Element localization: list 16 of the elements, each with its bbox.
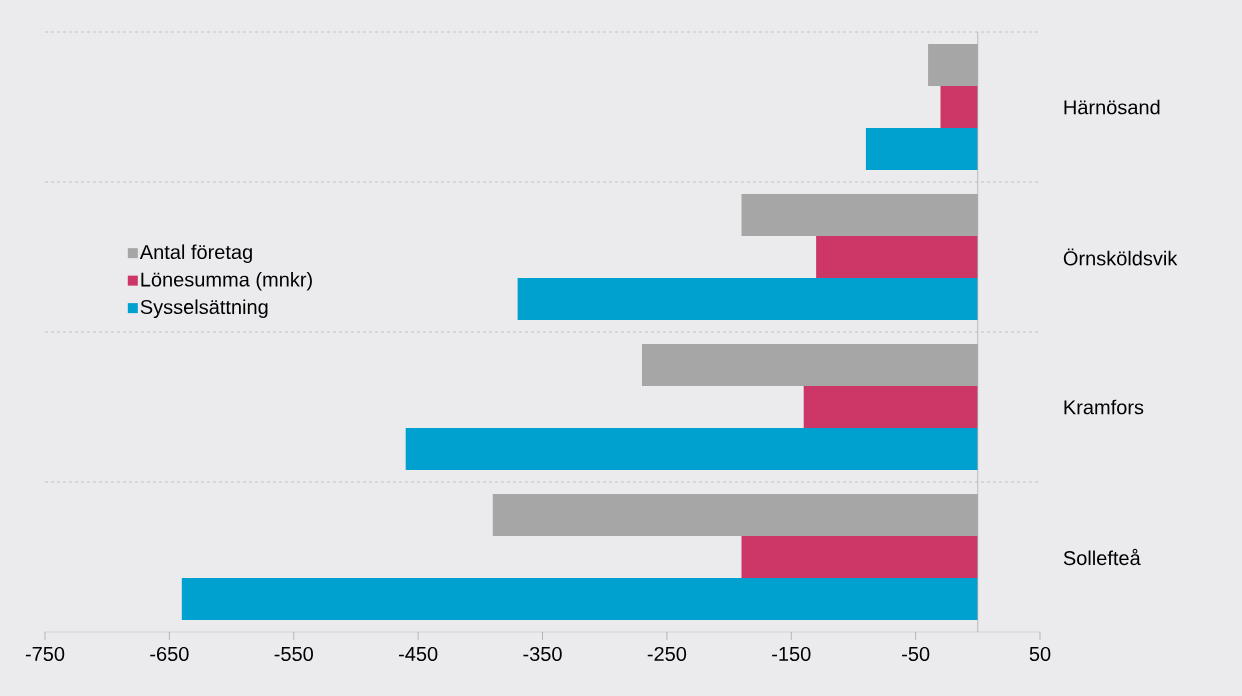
y-tick-label: Härnösand: [1064, 99, 1160, 115]
x-tick-label: -150: [772, 646, 811, 662]
x-tick-label: -550: [274, 646, 313, 662]
legend-label: Lönesumma (mnkr): [141, 271, 312, 291]
y-tick-label: Örnsköldsvik: [1063, 248, 1178, 266]
x-tick-label: 50: [1029, 646, 1051, 662]
x-tick-label: -650: [150, 646, 189, 662]
x-tick-label: -50: [902, 646, 930, 662]
x-tick-label: -750: [25, 646, 65, 662]
legend-label: Sysselsättning: [140, 299, 268, 319]
x-tick-label: -450: [399, 646, 438, 662]
y-tick-label: Sollefteå: [1063, 548, 1141, 566]
y-tick-label: Kramfors: [1064, 399, 1144, 415]
x-tick-label: -250: [647, 646, 687, 662]
x-tick-label: -350: [523, 646, 562, 662]
legend-label: Antal företag: [139, 244, 252, 264]
